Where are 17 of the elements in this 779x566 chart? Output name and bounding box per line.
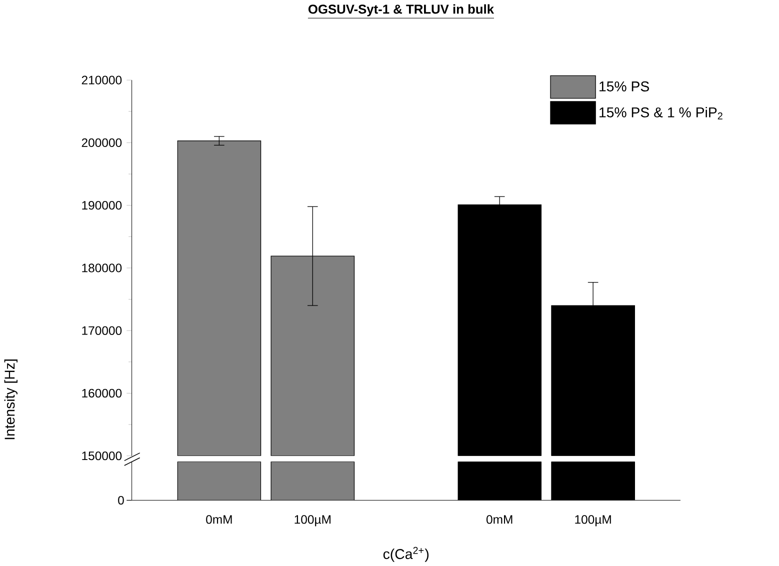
- y-tick-label: 150000: [82, 451, 122, 460]
- y-tick-label: 170000: [82, 326, 122, 335]
- y-axis-title: Intensity [Hz]: [4, 359, 18, 440]
- x-tick-label: 100µM: [294, 515, 330, 526]
- legend-label: 15% PS & 1 % PiP$_{2}$: [600, 106, 722, 120]
- y-tick-label: 210000: [82, 76, 122, 84]
- y-tick-label: 190000: [82, 200, 122, 210]
- chart-title: OGSUV-Syt-1 & TRLUV in bulk: [308, 4, 494, 16]
- x-tick-label: 0mM: [206, 515, 232, 524]
- x-tick-label: 100µM: [575, 515, 611, 526]
- y-tick-label: 160000: [82, 388, 122, 398]
- x-axis-title: c(Ca$^{2+}$): [383, 546, 429, 562]
- text: 0: [118, 496, 124, 505]
- legend-label: 15% PS: [600, 81, 649, 92]
- y-tick-label: 180000: [82, 264, 122, 272]
- x-tick-label: 0mM: [486, 515, 512, 524]
- y-tick-label: 200000: [82, 138, 122, 147]
